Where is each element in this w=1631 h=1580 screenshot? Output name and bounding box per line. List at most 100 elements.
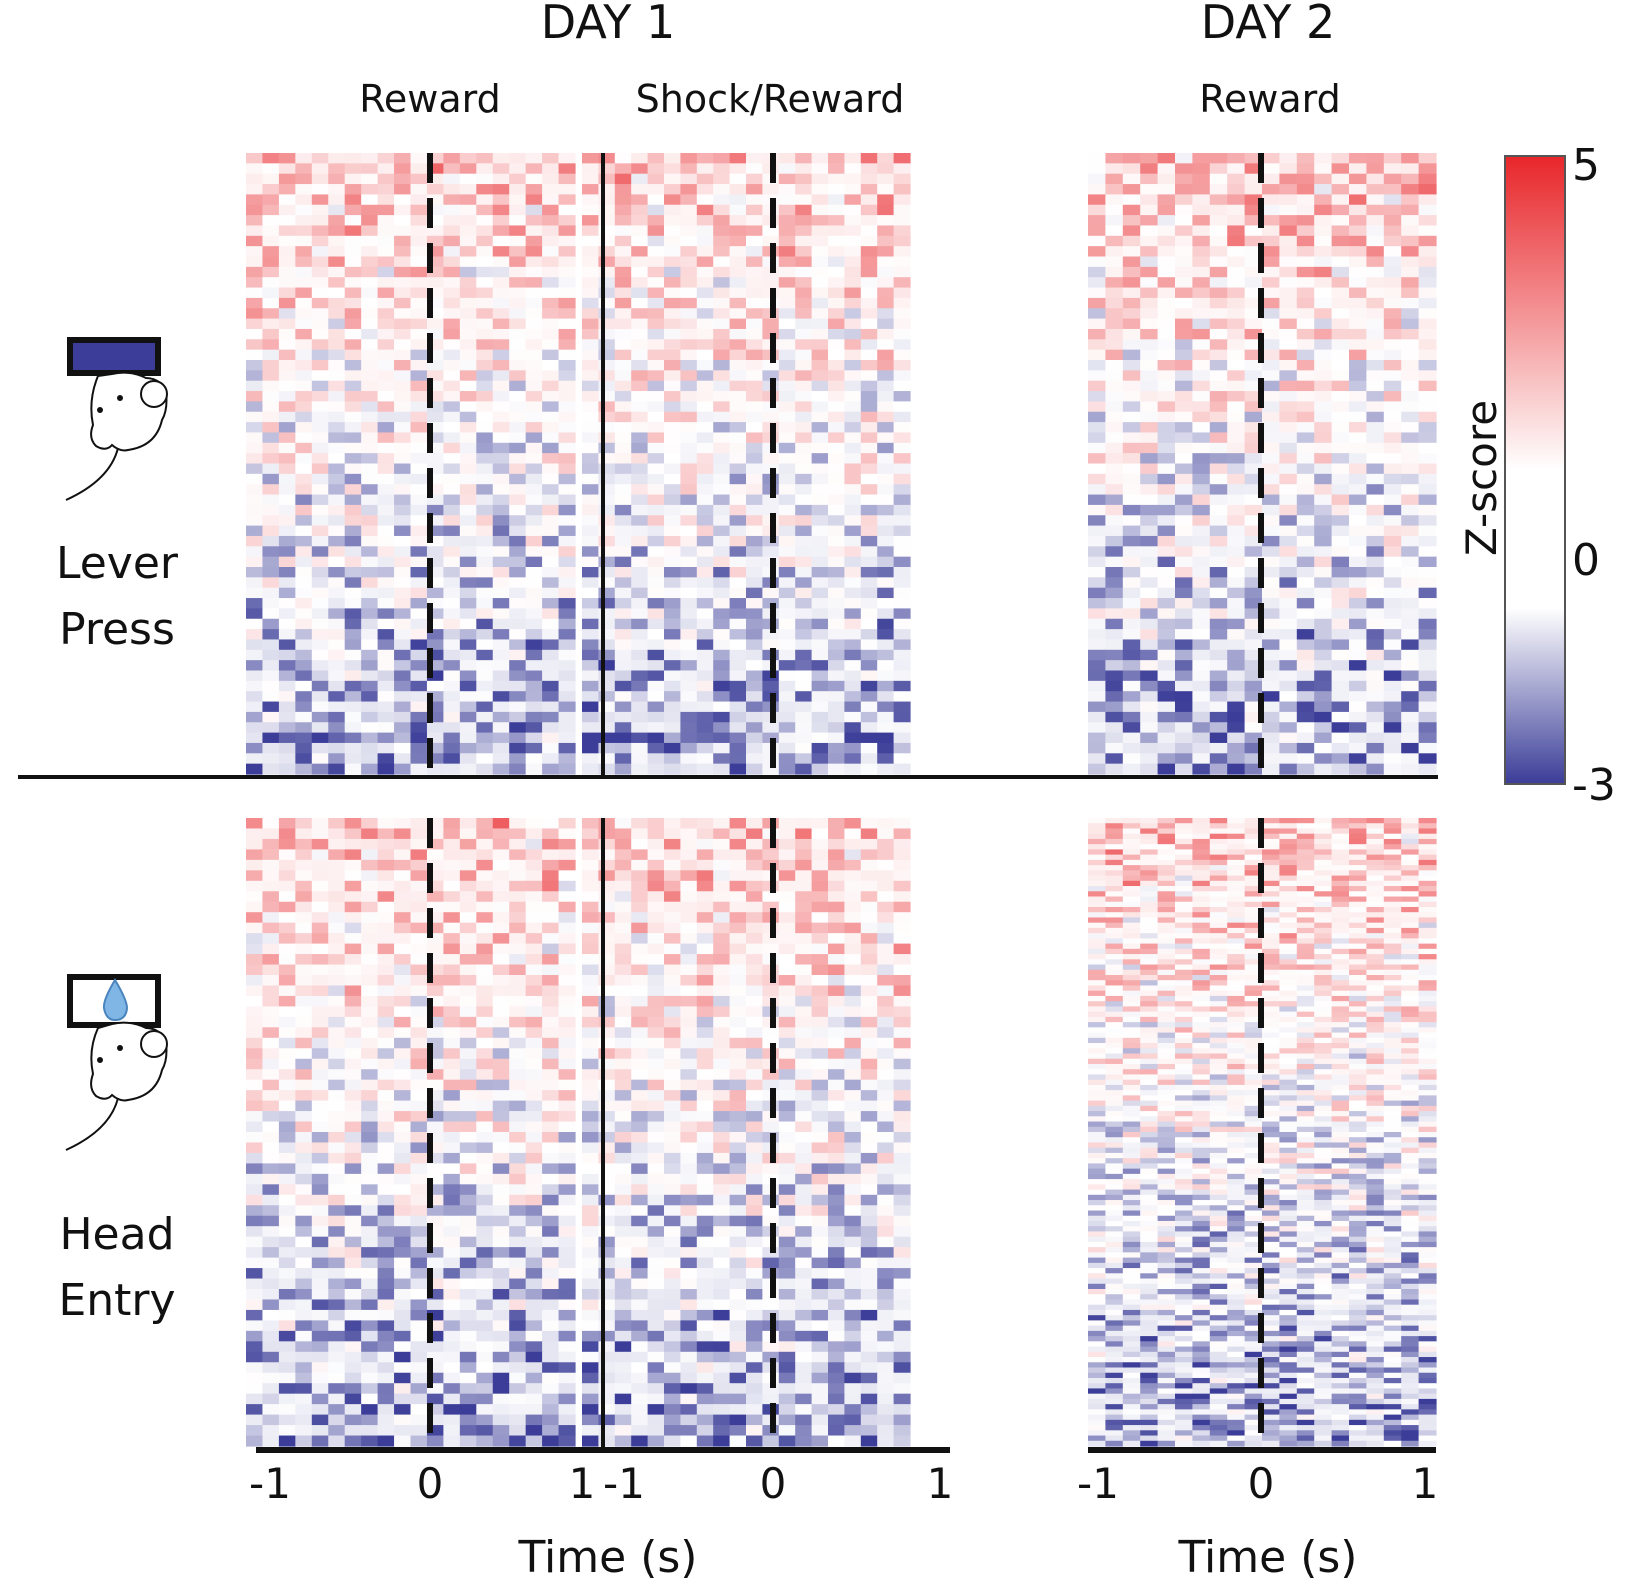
heatmap-cell bbox=[1279, 525, 1298, 537]
heatmap-cell bbox=[860, 598, 878, 609]
heatmap-cell bbox=[344, 1058, 362, 1070]
heatmap-cell bbox=[377, 401, 395, 413]
heatmap-cell bbox=[525, 922, 543, 934]
heatmap-cell bbox=[598, 442, 616, 454]
heatmap-cell bbox=[1366, 380, 1385, 392]
heatmap-cell bbox=[394, 1362, 412, 1374]
heatmap-cell bbox=[582, 818, 599, 830]
heatmap-cell bbox=[664, 308, 681, 320]
heatmap-cell bbox=[1157, 577, 1176, 589]
heatmap-cell bbox=[1296, 453, 1315, 465]
heatmap-cell bbox=[262, 1330, 280, 1342]
heatmap-cell bbox=[426, 380, 444, 392]
heatmap-cell bbox=[1244, 515, 1263, 527]
heatmap-cell bbox=[344, 1330, 362, 1342]
heatmap-cell bbox=[1349, 153, 1367, 164]
heatmap-cell bbox=[542, 567, 560, 578]
heatmap-cell bbox=[344, 1435, 362, 1447]
heatmap-cell bbox=[1262, 308, 1280, 320]
heatmap-cell bbox=[377, 546, 395, 558]
heatmap-cell bbox=[1349, 380, 1367, 392]
heatmap-cell bbox=[1331, 453, 1350, 465]
heatmap-cell bbox=[860, 504, 878, 516]
heatmap-cell bbox=[394, 722, 412, 734]
heatmap-cell bbox=[778, 535, 796, 547]
heatmap-cell bbox=[1244, 339, 1263, 351]
heatmap-cell bbox=[394, 975, 412, 987]
heatmap-cell bbox=[795, 163, 813, 175]
heatmap-cell bbox=[377, 1299, 395, 1311]
heatmap-cell bbox=[1227, 670, 1246, 682]
heatmap-cell bbox=[1418, 598, 1437, 609]
heatmap-cell bbox=[278, 277, 296, 289]
heatmap-cell bbox=[344, 432, 362, 444]
heatmap-cell bbox=[410, 891, 428, 903]
heatmap-cell bbox=[713, 494, 731, 506]
heatmap-cell bbox=[1401, 225, 1420, 237]
heatmap-cell bbox=[542, 691, 560, 703]
heatmap-cell bbox=[631, 194, 649, 206]
heatmap-cell bbox=[1105, 629, 1124, 641]
heatmap-cell bbox=[476, 1132, 494, 1144]
heatmap-cell bbox=[647, 525, 665, 537]
heatmap-cell bbox=[1262, 753, 1280, 765]
heatmap-cell bbox=[1122, 691, 1141, 703]
heatmap-cell bbox=[344, 246, 362, 258]
heatmap-cell bbox=[893, 422, 911, 434]
heatmap-cell bbox=[1122, 391, 1141, 402]
heatmap-cell bbox=[476, 1236, 494, 1248]
heatmap-cell bbox=[377, 153, 395, 164]
heatmap-cell bbox=[246, 411, 264, 423]
heatmap-cell bbox=[394, 1184, 412, 1196]
heatmap-cell bbox=[492, 308, 510, 320]
heatmap-cell bbox=[664, 618, 681, 630]
heatmap-cell bbox=[525, 1142, 543, 1154]
heatmap-cell bbox=[1192, 277, 1211, 289]
heatmap-cell bbox=[278, 680, 296, 692]
heatmap-cell bbox=[394, 891, 412, 903]
heatmap-cell bbox=[1349, 722, 1367, 734]
heatmap-cell bbox=[426, 985, 444, 997]
heatmap-cell bbox=[246, 442, 264, 454]
heatmap-cell bbox=[410, 1037, 428, 1049]
heatmap-cell bbox=[1418, 215, 1437, 227]
heatmap-cell bbox=[278, 184, 296, 195]
heatmap-cell bbox=[1262, 349, 1280, 361]
heatmap-cell bbox=[377, 1142, 395, 1154]
heatmap-cell bbox=[795, 173, 813, 185]
heatmap-cell bbox=[246, 828, 264, 840]
heatmap-cell bbox=[1140, 194, 1159, 206]
heatmap-cell bbox=[614, 277, 632, 289]
heatmap-cell bbox=[394, 484, 412, 496]
heatmap-cell bbox=[509, 297, 527, 309]
heatmap-cell bbox=[811, 422, 829, 434]
heatmap-cell bbox=[525, 1268, 543, 1280]
heatmap-cell bbox=[828, 849, 845, 861]
heatmap-cell bbox=[1088, 598, 1106, 609]
heatmap-cell bbox=[459, 933, 477, 945]
heatmap-cell bbox=[680, 849, 698, 861]
heatmap-cell bbox=[1122, 722, 1141, 734]
heatmap-cell bbox=[509, 422, 527, 434]
heatmap-cell bbox=[344, 1111, 362, 1123]
heatmap-cell bbox=[1105, 535, 1124, 547]
heatmap-cell bbox=[377, 515, 395, 527]
heatmap-cell bbox=[525, 1027, 543, 1039]
heatmap-cell bbox=[525, 753, 543, 765]
heatmap-cell bbox=[426, 308, 444, 320]
heatmap-cell bbox=[729, 891, 747, 903]
heatmap-cell bbox=[795, 515, 813, 527]
heatmap-cell bbox=[410, 660, 428, 672]
heatmap-cell bbox=[844, 763, 862, 775]
heatmap-cell bbox=[1401, 535, 1420, 547]
heatmap-cell bbox=[631, 753, 649, 765]
heatmap-cell bbox=[410, 1048, 428, 1060]
heatmap-cell bbox=[558, 880, 576, 892]
heatmap-cell bbox=[1349, 225, 1367, 237]
heatmap-cell bbox=[328, 163, 346, 175]
heatmap-cell bbox=[1192, 204, 1211, 216]
heatmap-cell bbox=[311, 1090, 329, 1102]
heatmap-cell bbox=[1262, 525, 1280, 537]
heatmap-cell bbox=[1418, 442, 1437, 454]
heatmap-cell bbox=[278, 649, 296, 661]
